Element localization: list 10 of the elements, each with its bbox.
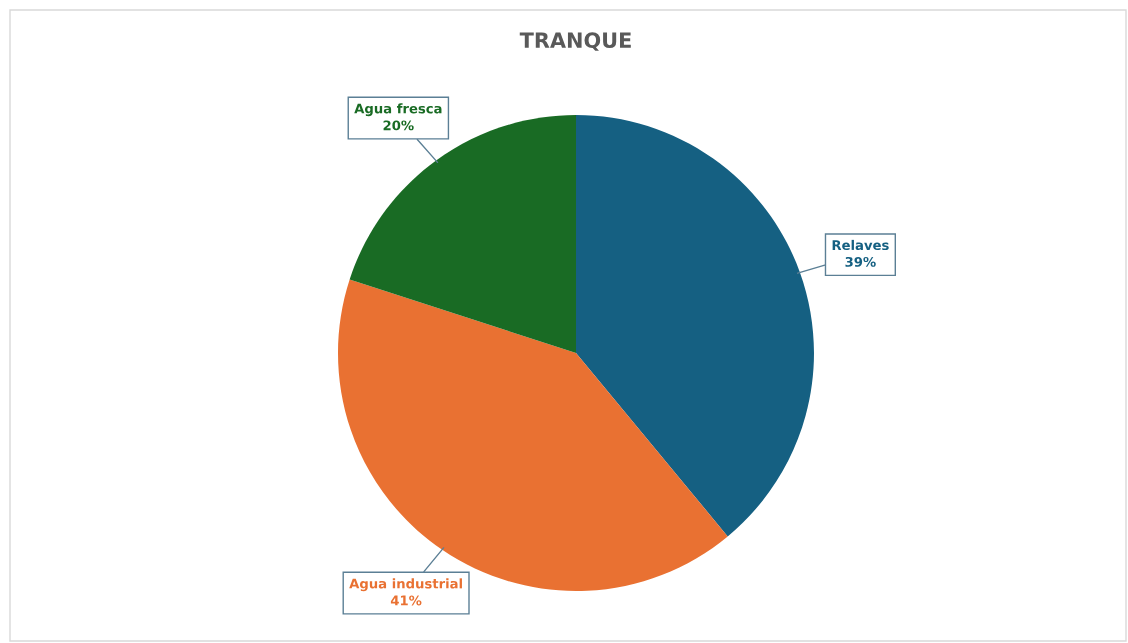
chart-title: TRANQUE [519,32,631,51]
pie-slice [349,115,576,353]
data-label: 41% [390,595,422,606]
pie-slice [338,279,728,591]
pie-slice [576,115,814,537]
slice-label: Agua industrial [349,578,462,592]
data-label: 20% [383,120,414,131]
data-label: 39% [845,256,876,267]
slice-label: Agua fresca [354,103,442,117]
slice-label: Relaves [832,239,889,251]
